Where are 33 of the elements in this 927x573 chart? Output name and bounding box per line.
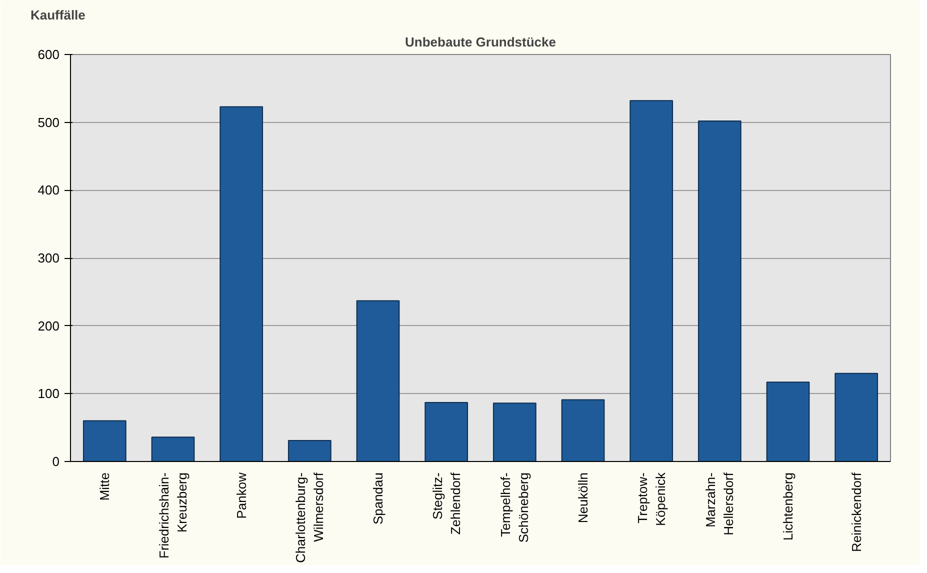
x-tick-label: Lichtenberg [780,472,796,540]
x-tick-label: Friedrichshain-Kreuzberg [156,472,190,558]
x-tick-label: Mitte [97,472,112,501]
x-tick-label: Pankow [234,472,249,519]
bar [220,106,264,462]
bar [151,436,195,462]
x-tick-label: Reinickendorf [848,472,864,552]
bar [424,402,468,462]
y-tick-label: 100 [38,386,60,402]
chart-title: Unbebaute Grundstücke [405,34,556,50]
y-axis-title: Kauffälle [30,8,86,22]
bar [82,420,126,462]
bar [356,300,400,462]
y-tick-label: 400 [38,182,60,198]
bar [766,382,810,462]
x-tick-label: Tempelhof-Schöneberg [498,472,532,543]
bar [630,100,674,462]
y-tick-label: 500 [38,114,60,130]
x-tick-label: Marzahn-Hellersdorf [703,472,736,536]
x-tick-label: Steglitz-Zehlendorf [430,472,463,535]
x-tick-label: Spandau [370,472,386,525]
x-tick-label: Treptow-Köpenick [634,472,668,526]
bar [698,120,742,462]
bar [834,372,878,462]
bar [288,440,332,462]
y-tick-label: 600 [38,47,60,62]
bar [561,399,605,462]
x-tick-label: Neukölln [576,472,590,524]
y-tick-label: 0 [52,454,60,469]
y-tick-label: 200 [38,318,60,334]
y-tick-label: 300 [38,250,60,266]
bar [492,402,536,462]
x-tick-label: Charlottenburg-Wilmersdorf [293,472,326,563]
